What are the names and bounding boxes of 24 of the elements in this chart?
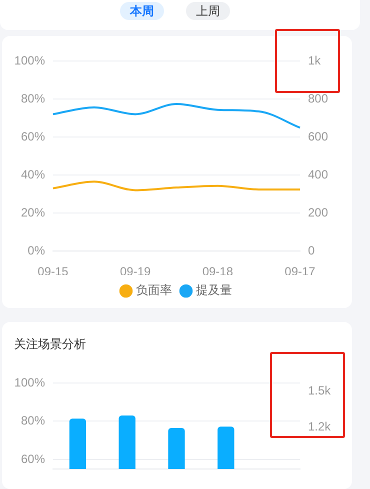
y2-tick-label: 800: [308, 91, 328, 106]
y2-tick-label: 0: [308, 243, 315, 258]
y-tick-label: 40%: [20, 167, 46, 182]
y-tick-label: 100%: [14, 53, 46, 68]
y-tick-label: 100%: [14, 375, 46, 390]
line-series: [52, 102, 301, 129]
y-tick-label: 80%: [20, 91, 46, 106]
text: 上周: [186, 2, 230, 20]
y-tick-label: 80%: [20, 414, 46, 428]
y2-tick-label: 400: [308, 167, 328, 182]
y-tick-label: 20%: [20, 205, 46, 220]
y-tick-label: 60%: [20, 129, 46, 144]
legend-label: 负面率: [136, 283, 172, 298]
y-tick-label: 60%: [20, 452, 46, 466]
y2-tick-label: 600: [308, 129, 328, 144]
chart-title: 关注场景分析: [14, 336, 86, 353]
y-tick-label: 0%: [28, 243, 46, 258]
line-series: [52, 180, 301, 192]
y2-tick-label: 1.2k: [308, 420, 332, 434]
y2-tick-label: 1.5k: [308, 384, 332, 398]
y2-tick-label: 1k: [308, 53, 322, 68]
y2-tick-label: 200: [308, 205, 328, 220]
text: 本周: [120, 2, 164, 20]
legend-label: 提及量: [196, 283, 232, 298]
